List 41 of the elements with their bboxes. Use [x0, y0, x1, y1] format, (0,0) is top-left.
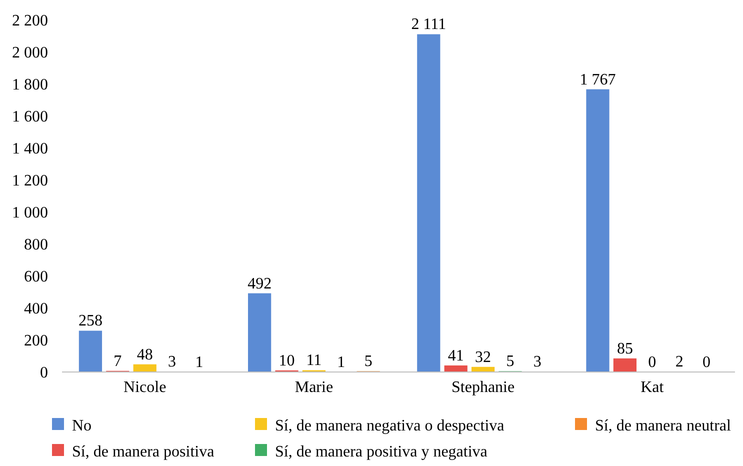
y-tick-label: 600: [24, 268, 48, 286]
y-tick-label: 2 000: [12, 44, 48, 62]
legend-label: Sí, de manera neutral: [595, 418, 732, 435]
y-tick-label: 400: [24, 300, 48, 318]
x-tick-label: Stephanie: [452, 379, 515, 396]
text: 5: [506, 353, 514, 370]
text: 1 767: [580, 71, 616, 88]
text: 48: [136, 346, 153, 364]
y-tick-label: 800: [24, 236, 48, 254]
text: 3: [168, 354, 176, 371]
x-tick-label: Marie: [294, 379, 334, 396]
text: 41: [448, 347, 464, 364]
y-tick-label: 1 600: [12, 108, 48, 126]
text: 1: [337, 354, 346, 371]
text: 10: [278, 352, 295, 370]
legend-label: No: [72, 418, 92, 435]
y-tick-label: 1 400: [12, 140, 48, 158]
legend-label: Sí, de manera positiva: [72, 444, 214, 461]
y-tick-label: 1 000: [12, 204, 48, 222]
legend-label: Sí, de manera positiva y negativa: [275, 444, 488, 461]
text: 492: [248, 275, 272, 292]
y-tick-label: 200: [24, 332, 48, 350]
text: 2: [675, 354, 684, 371]
text: 0: [702, 354, 711, 371]
text: 32: [475, 348, 492, 366]
y-tick-label: 1 800: [12, 76, 48, 94]
text: 11: [306, 352, 322, 370]
y-tick-label: 1 200: [12, 172, 48, 190]
text: 85: [616, 340, 633, 358]
text: 5: [364, 353, 372, 370]
x-tick-label: Kat: [640, 379, 664, 396]
legend-label: Sí, de manera negativa o despectiva: [275, 418, 504, 435]
text: 2 111: [411, 16, 446, 34]
y-tick-label: 0: [40, 364, 48, 382]
text: 1: [195, 354, 204, 371]
text: 258: [78, 312, 102, 330]
text: 3: [533, 354, 542, 371]
text: 0: [648, 354, 656, 371]
x-tick-label: Nicole: [124, 379, 166, 396]
text: 7: [114, 352, 122, 370]
y-tick-label: 2 200: [12, 12, 48, 30]
